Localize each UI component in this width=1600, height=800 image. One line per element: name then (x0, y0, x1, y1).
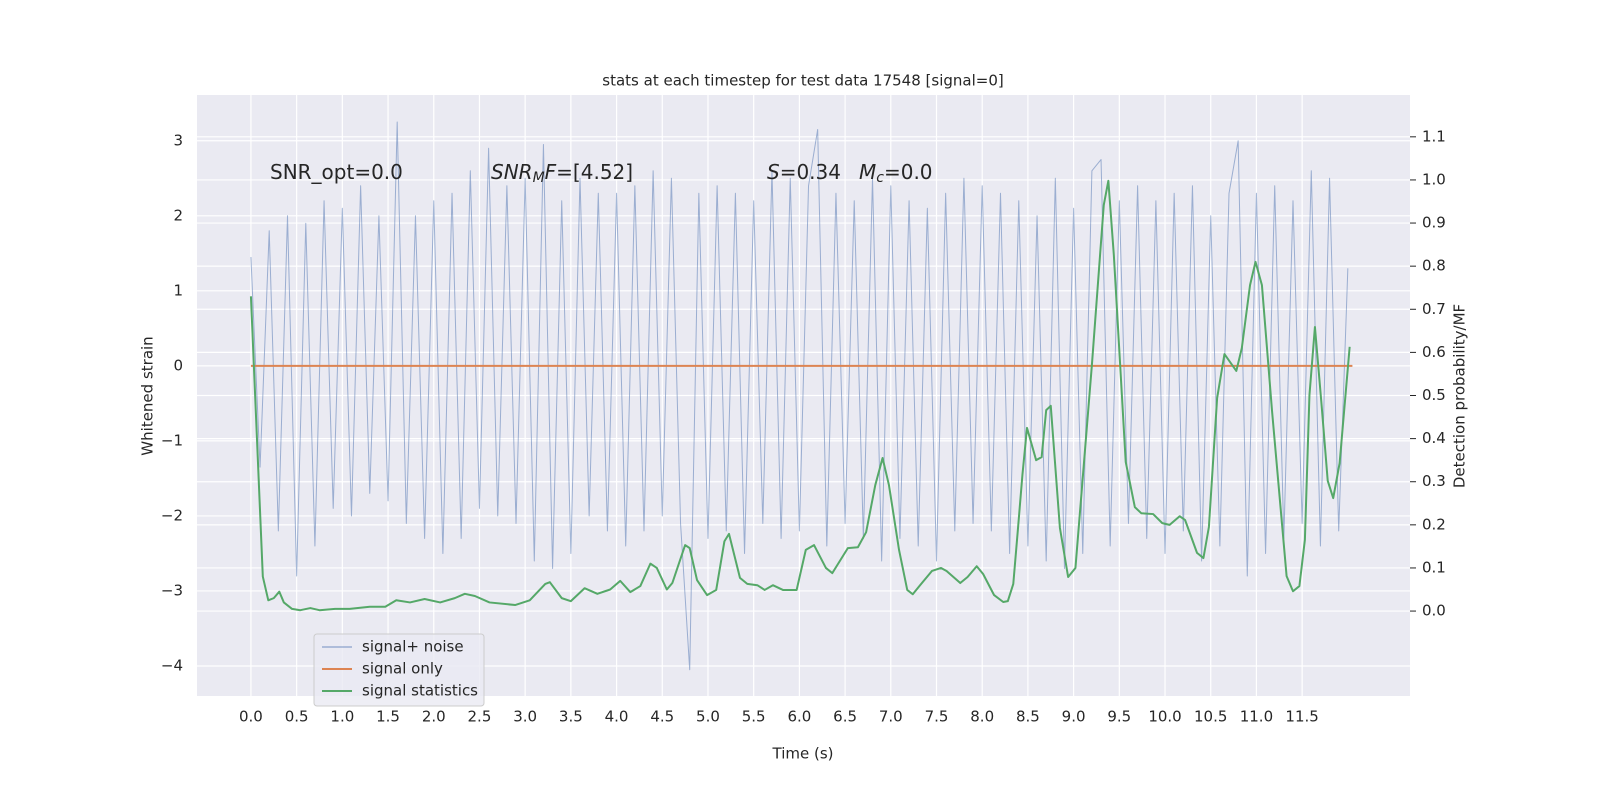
annotation-part: S (767, 160, 780, 184)
x-tick-label: 1.0 (330, 708, 354, 726)
series-line (249, 179, 1351, 612)
x-tick-label: 10.5 (1194, 708, 1227, 726)
x-tick-label: 0.0 (239, 708, 263, 726)
annotation-part: SNR_opt=0.0 (270, 160, 403, 184)
y2-tick-label: 0.6 (1422, 343, 1446, 361)
y2-tick-label: 0.0 (1422, 602, 1446, 620)
x-tick-label: 8.5 (1016, 708, 1040, 726)
x-tick-label: 6.5 (833, 708, 857, 726)
y2-tick-label: 1.1 (1422, 127, 1446, 145)
annotation-part: M (533, 170, 545, 186)
x-tick-label: 3.5 (559, 708, 583, 726)
annotation-part: =0.34 (780, 160, 841, 184)
x-tick-label: 1.5 (376, 708, 400, 726)
annotation-part: =0.0 (884, 160, 933, 184)
x-tick-label: 2.0 (422, 708, 446, 726)
x-tick-label: 2.5 (468, 708, 492, 726)
x-tick-label: 4.0 (605, 708, 629, 726)
y2-tick-label: 0.2 (1422, 515, 1446, 533)
x-tick-label: 11.5 (1285, 708, 1318, 726)
y-tick-label: −4 (161, 656, 183, 674)
y2-axis-label: Detection probability/MF (1451, 304, 1469, 488)
x-tick-label: 9.5 (1107, 708, 1131, 726)
x-tick-label: 3.0 (513, 708, 537, 726)
x-tick-label: 8.0 (970, 708, 994, 726)
x-tick-label: 0.5 (285, 708, 309, 726)
annotation-part: c (876, 170, 884, 186)
series-line (250, 121, 1349, 671)
x-tick-label: 7.5 (925, 708, 949, 726)
legend-label: signal+ noise (362, 638, 464, 656)
annotation-part: =[4.52] (556, 160, 633, 184)
annotation: SNR_opt=0.0 (270, 160, 403, 184)
y-axis-label: Whitened strain (139, 336, 157, 455)
y-tick-label: 0 (173, 356, 183, 374)
legend: signal+ noise signal only signal statistic… (313, 633, 485, 707)
x-tick-label: 11.0 (1240, 708, 1273, 726)
annotation-part: M (859, 160, 876, 184)
annotation-part: SNR (491, 160, 533, 184)
y2-tick-label: 0.3 (1422, 472, 1446, 490)
x-tick-label: 5.0 (696, 708, 720, 726)
y-tick-label: −2 (161, 506, 183, 524)
y-tick-label: −1 (161, 431, 183, 449)
y-tick-label: 3 (173, 131, 183, 149)
y-tick-label: 2 (173, 206, 183, 224)
x-tick-label: 9.0 (1062, 708, 1086, 726)
annotation: SNRMF=[4.52] (491, 160, 633, 187)
y-tick-label: 1 (173, 281, 183, 299)
y-tick-label: −3 (161, 581, 183, 599)
annotation: S=0.34 (767, 160, 841, 184)
y2-tick-label: 0.7 (1422, 300, 1446, 318)
y2-tick-label: 0.4 (1422, 429, 1446, 447)
annotation-part: F (545, 160, 557, 184)
x-tick-label: 7.0 (879, 708, 903, 726)
x-axis-label: Time (s) (772, 745, 834, 763)
legend-box (313, 633, 485, 707)
x-tick-label: 6.0 (787, 708, 811, 726)
y2-tick-label: 0.9 (1422, 214, 1446, 232)
y2-tick-label: 1.0 (1422, 170, 1446, 188)
annotation: Mc=0.0 (859, 160, 933, 187)
x-tick-label: 4.5 (650, 708, 674, 726)
chart-title: stats at each timestep for test data 175… (602, 72, 1003, 90)
legend-label: signal only (362, 660, 443, 678)
y2-tick-label: 0.1 (1422, 558, 1446, 576)
x-tick-label: 5.5 (742, 708, 766, 726)
legend-label: signal statistics (362, 682, 478, 700)
y2-tick-label: 0.8 (1422, 257, 1446, 275)
x-tick-label: 10.0 (1148, 708, 1181, 726)
y2-tick-label: 0.5 (1422, 386, 1446, 404)
